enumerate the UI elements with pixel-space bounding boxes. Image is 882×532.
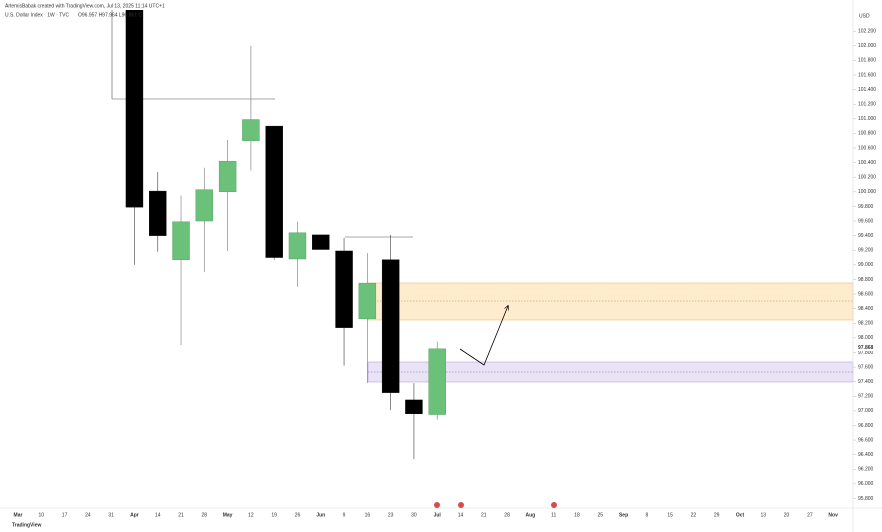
- x-tick-label: 16: [365, 512, 371, 518]
- y-tick-label: 100.200: [858, 175, 876, 181]
- x-tick-label: 23: [388, 512, 394, 518]
- y-tick-label: 96.000: [858, 481, 874, 487]
- currency: USD: [859, 13, 870, 19]
- x-tick-label: 26: [295, 512, 301, 518]
- x-tick-label: Aug: [526, 512, 536, 518]
- brand: TradingView: [12, 522, 41, 528]
- candle-body: [125, 10, 144, 208]
- y-tick-label: 95.800: [858, 496, 874, 502]
- y-tick-label: 96.400: [858, 452, 874, 458]
- x-tick-label: 11: [551, 512, 556, 518]
- x-tick-label: 28: [202, 512, 208, 518]
- y-tick-label: 101.600: [858, 72, 876, 78]
- x-tick-label: 31: [108, 512, 114, 518]
- candle-body: [242, 119, 260, 141]
- x-tick-label: 28: [504, 512, 510, 518]
- y-tick-label: 98.600: [858, 291, 874, 297]
- projection-arrow: [459, 306, 508, 366]
- supply-zone: [367, 282, 854, 321]
- x-tick-label: 14: [155, 512, 161, 518]
- x-tick-label: 22: [691, 512, 697, 518]
- x-tick-label: Sep: [619, 512, 628, 518]
- candle-body: [265, 125, 283, 258]
- x-tick-label: Apr: [130, 512, 139, 518]
- candles: [125, 10, 446, 460]
- y-tick-label: 100.600: [858, 145, 876, 151]
- zones: [111, 10, 854, 383]
- x-tick-label: 30: [411, 512, 417, 518]
- candle-body: [335, 250, 353, 328]
- x-tick-label: 20: [784, 512, 790, 518]
- y-tick-label: 99.000: [858, 262, 874, 268]
- candle-body: [428, 348, 446, 415]
- y-tick-label: 98.400: [858, 306, 874, 312]
- candle-body: [218, 160, 237, 193]
- x-tick-label: 8: [645, 512, 648, 518]
- y-tick-label: 97.000: [858, 408, 874, 414]
- y-tick-label: 97.200: [858, 394, 874, 400]
- y-tick-label: 100.800: [858, 131, 876, 137]
- last-price-tag: [855, 344, 879, 352]
- y-tick-label: 98.200: [858, 321, 874, 327]
- candle-body: [312, 234, 330, 250]
- y-tick-label: 101.800: [858, 58, 876, 64]
- x-tick-label: 10: [39, 512, 45, 518]
- x-tick-label: 14: [458, 512, 464, 518]
- symbol: U.S. Dollar Index · 1W · TVC: [5, 12, 69, 18]
- ohlc: O96.957 H97.964 L96.861 C: [78, 12, 142, 18]
- candle-body: [149, 190, 167, 236]
- y-tick-label: 99.600: [858, 218, 874, 224]
- y-tick-label: 100.400: [858, 160, 876, 166]
- y-tick-label: 96.200: [858, 467, 874, 473]
- x-tick-label: Nov: [828, 512, 838, 518]
- y-tick-label: 101.200: [858, 102, 876, 108]
- x-tick-label: 9: [343, 512, 346, 518]
- x-tick-label: Mar: [14, 512, 23, 518]
- event-flag: [458, 502, 464, 508]
- creator: ArtemisBabak created with TradingView.co…: [5, 3, 165, 9]
- y-tick-label: 96.600: [858, 437, 874, 443]
- y-tick-label: 102.000: [858, 43, 876, 49]
- y-tick-label: 97.800: [858, 350, 874, 356]
- x-tick-label: 19: [271, 512, 277, 518]
- x-tick-label: Jul: [434, 512, 442, 518]
- candle-body: [288, 232, 307, 260]
- x-tick-label: 15: [667, 512, 673, 518]
- x-tick-label: Jun: [316, 512, 325, 518]
- y-tick-label: 98.800: [858, 277, 874, 283]
- y-tick-label: 99.800: [858, 204, 874, 210]
- y-tick-label: 96.800: [858, 423, 874, 429]
- y-tick-label: 102.200: [858, 29, 876, 35]
- x-tick-label: 18: [574, 512, 580, 518]
- x-tick-label: 13: [760, 512, 766, 518]
- x-tick-label: Oct: [736, 512, 745, 518]
- y-tick-label: 100.000: [858, 189, 876, 195]
- x-tick-label: 21: [481, 512, 487, 518]
- y-tick-label: 99.200: [858, 248, 874, 254]
- x-tick-label: 25: [597, 512, 603, 518]
- y-tick-label: 97.600: [858, 364, 874, 370]
- x-tick-label: 29: [714, 512, 720, 518]
- x-tick-label: 27: [807, 512, 813, 518]
- y-tick-label: 101.400: [858, 87, 876, 93]
- y-tick-label: 97.400: [858, 379, 874, 385]
- y-tick-label: 101.000: [858, 116, 876, 122]
- x-tick-label: May: [223, 512, 233, 518]
- y-tick-label: 98.000: [858, 335, 874, 341]
- x-tick-label: 21: [178, 512, 184, 518]
- y-tick-label: 99.400: [858, 233, 874, 239]
- x-tick-label: 12: [248, 512, 254, 518]
- candle-body: [358, 282, 377, 320]
- candle-body: [405, 399, 423, 415]
- last-price-label: 97.868: [858, 345, 874, 351]
- candle-body: [381, 259, 400, 393]
- event-flag: [434, 502, 440, 508]
- event-flag: [551, 502, 557, 508]
- x-tick-label: 24: [85, 512, 91, 518]
- candle-body: [195, 189, 214, 222]
- x-tick-label: 17: [62, 512, 68, 518]
- candle-body: [172, 221, 190, 260]
